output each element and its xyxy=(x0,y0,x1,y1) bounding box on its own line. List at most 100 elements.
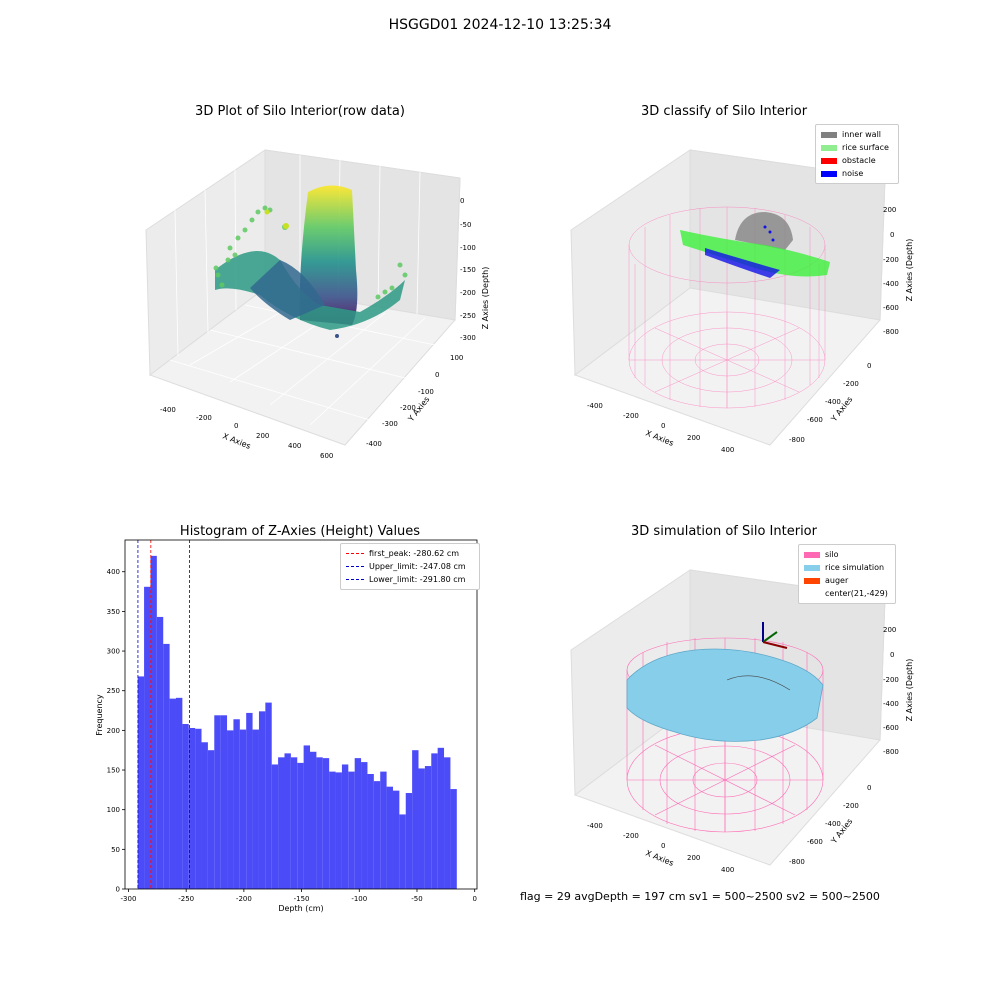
histogram-bar xyxy=(169,698,176,889)
histogram-bar xyxy=(392,790,400,889)
histogram-bar xyxy=(437,747,445,889)
svg-text:100: 100 xyxy=(450,354,463,362)
histogram-bar xyxy=(227,730,234,889)
raw-3d-plot: 0 -50 -100 -150 -200 -250 -300 Z Axies (… xyxy=(145,149,490,460)
svg-text:-150: -150 xyxy=(460,266,476,274)
histogram-y-ticks: 0 50 100 150 200 250 300 350 400 xyxy=(107,568,125,894)
x-tick-label: -250 xyxy=(178,895,194,903)
svg-text:-50: -50 xyxy=(460,221,471,229)
legend-item-inner-wall: inner wall xyxy=(821,128,893,141)
svg-text:-100: -100 xyxy=(460,244,476,252)
histogram-bar xyxy=(252,729,259,889)
svg-text:-800: -800 xyxy=(883,328,899,336)
svg-text:0: 0 xyxy=(890,231,894,239)
raw-z-label: Z Axies (Depth) xyxy=(481,267,490,330)
histogram-bar xyxy=(239,729,247,889)
histogram-bar xyxy=(233,719,240,889)
classify-3d-plot: 200 0 -200 -400 -600 -800 Z Axies (Depth… xyxy=(570,149,914,454)
simulation-legend: silo rice simulation auger center(21,-42… xyxy=(798,544,896,604)
svg-text:-300: -300 xyxy=(460,334,476,342)
y-tick-label: 150 xyxy=(107,767,120,775)
simulation-3d-plot: 200 0 -200 -400 -600 -800 Z Axies (Depth… xyxy=(570,569,914,874)
classify-y-ticks: 0 -200 -400 -600 -800 xyxy=(789,362,871,444)
legend-item-rice-surface: rice surface xyxy=(821,141,893,154)
svg-text:-250: -250 xyxy=(460,312,476,320)
histogram-bar xyxy=(137,676,145,889)
svg-text:-200: -200 xyxy=(196,414,212,422)
histogram-legend: first_peak: -280.62 cm Upper_limit: -247… xyxy=(340,543,480,590)
histogram-bar xyxy=(265,702,272,889)
svg-text:-400: -400 xyxy=(366,440,382,448)
histogram-y-label: Frequency xyxy=(95,694,104,736)
svg-text:-200: -200 xyxy=(400,404,416,412)
histogram-bar xyxy=(418,768,425,889)
histogram-x-ticks: -300 -250 -200 -150 -100 -50 0 xyxy=(121,889,477,903)
svg-text:400: 400 xyxy=(721,446,734,454)
histogram-bar xyxy=(297,762,304,889)
svg-text:200: 200 xyxy=(687,434,700,442)
classify-points xyxy=(680,212,830,278)
svg-text:-400: -400 xyxy=(825,398,841,406)
histogram-bar xyxy=(361,762,368,889)
svg-text:0: 0 xyxy=(867,784,871,792)
histogram-bar xyxy=(271,764,279,889)
svg-text:200: 200 xyxy=(883,206,896,214)
histogram-bar xyxy=(405,793,413,889)
raw-x-label: X Axies xyxy=(221,432,252,451)
svg-text:0: 0 xyxy=(435,371,439,379)
raw-y-ticks: 100 0 -100 -200 -300 -400 xyxy=(366,354,463,448)
svg-text:-600: -600 xyxy=(883,724,899,732)
x-tick-label: -300 xyxy=(121,895,137,903)
histogram-bar xyxy=(188,727,196,889)
histogram-bar xyxy=(329,771,336,889)
histogram-bar xyxy=(322,758,330,889)
svg-text:-400: -400 xyxy=(883,280,899,288)
legend-item-obstacle: obstacle xyxy=(821,154,893,167)
svg-text:200: 200 xyxy=(256,432,269,440)
simulation-z-label: Z Axies (Depth) xyxy=(905,659,914,722)
svg-text:-400: -400 xyxy=(587,822,603,830)
y-tick-label: 0 xyxy=(116,886,120,894)
y-tick-label: 250 xyxy=(107,687,120,695)
y-tick-label: 200 xyxy=(107,727,120,735)
histogram-bar xyxy=(156,616,164,889)
x-tick-label: -50 xyxy=(411,895,422,903)
histogram-bar xyxy=(144,586,151,889)
svg-text:600: 600 xyxy=(320,452,333,460)
histogram-bar xyxy=(278,757,285,889)
legend-item-center: center(21,-429) xyxy=(825,589,888,598)
legend-item-auger: auger xyxy=(804,574,890,587)
histogram-bar xyxy=(373,781,381,889)
simulation-x-ticks: -400 -200 0 200 400 xyxy=(587,822,734,874)
svg-text:-800: -800 xyxy=(789,858,805,866)
classify-x-label: X Axies xyxy=(644,429,675,448)
histogram-vlines xyxy=(137,540,190,889)
histogram-bar xyxy=(341,764,349,889)
svg-text:-200: -200 xyxy=(460,289,476,297)
svg-text:-200: -200 xyxy=(843,380,859,388)
legend-item-lower-limit: Lower_limit: -291.80 cm xyxy=(346,573,474,586)
histogram-bar xyxy=(207,750,215,889)
svg-text:400: 400 xyxy=(721,866,734,874)
histogram-bar xyxy=(354,758,362,889)
x-tick-label: -150 xyxy=(294,895,310,903)
svg-text:0: 0 xyxy=(661,422,665,430)
histogram-bar xyxy=(310,751,317,889)
auger-axes-glyph xyxy=(762,622,788,649)
svg-text:-400: -400 xyxy=(587,402,603,410)
histogram-title: Histogram of Z-Axies (Height) Values xyxy=(179,524,421,539)
svg-text:0: 0 xyxy=(460,197,464,205)
simulation-y-ticks: 0 -200 -400 -600 -800 xyxy=(789,784,871,866)
classify-panel-title: 3D classify of Silo Interior xyxy=(640,104,808,119)
svg-text:-800: -800 xyxy=(789,436,805,444)
histogram-bar xyxy=(412,750,419,889)
histogram-bar xyxy=(214,715,221,889)
histogram-bar xyxy=(150,555,157,889)
svg-text:-400: -400 xyxy=(825,820,841,828)
histogram-chart: -300 -250 -200 -150 -100 -50 0 0 50 100 150 200 250… xyxy=(95,539,478,913)
svg-text:-400: -400 xyxy=(883,700,899,708)
y-tick-label: 300 xyxy=(107,648,120,656)
svg-text:-200: -200 xyxy=(883,676,899,684)
classify-x-ticks: -400 -200 0 200 400 xyxy=(587,402,734,454)
status-line: flag = 29 avgDepth = 197 cm sv1 = 500~25… xyxy=(520,890,880,903)
